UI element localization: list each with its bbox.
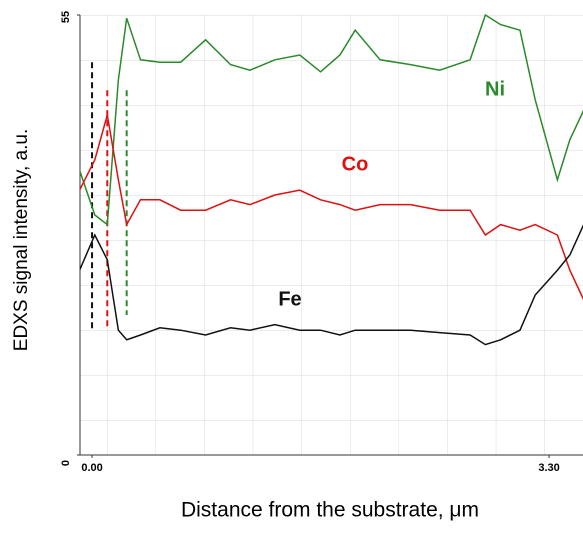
series-label: Co xyxy=(342,153,369,175)
series-line xyxy=(80,224,583,346)
x-axis-title: Distance from the substrate, μm xyxy=(181,499,479,522)
y-tick-label: 55 xyxy=(60,11,72,23)
y-axis-title: EDXS signal intensity, a.u. xyxy=(11,129,32,351)
series-line xyxy=(80,13,583,227)
y-tick-label: 0 xyxy=(60,460,72,466)
plot-area xyxy=(80,13,583,346)
x-tick-label: 0.00 xyxy=(81,462,102,474)
series-label: Fe xyxy=(278,288,301,310)
series-line xyxy=(80,114,583,301)
series-label: Ni xyxy=(485,78,505,100)
grid xyxy=(80,15,583,455)
x-tick-label: 3.30 xyxy=(538,462,559,474)
